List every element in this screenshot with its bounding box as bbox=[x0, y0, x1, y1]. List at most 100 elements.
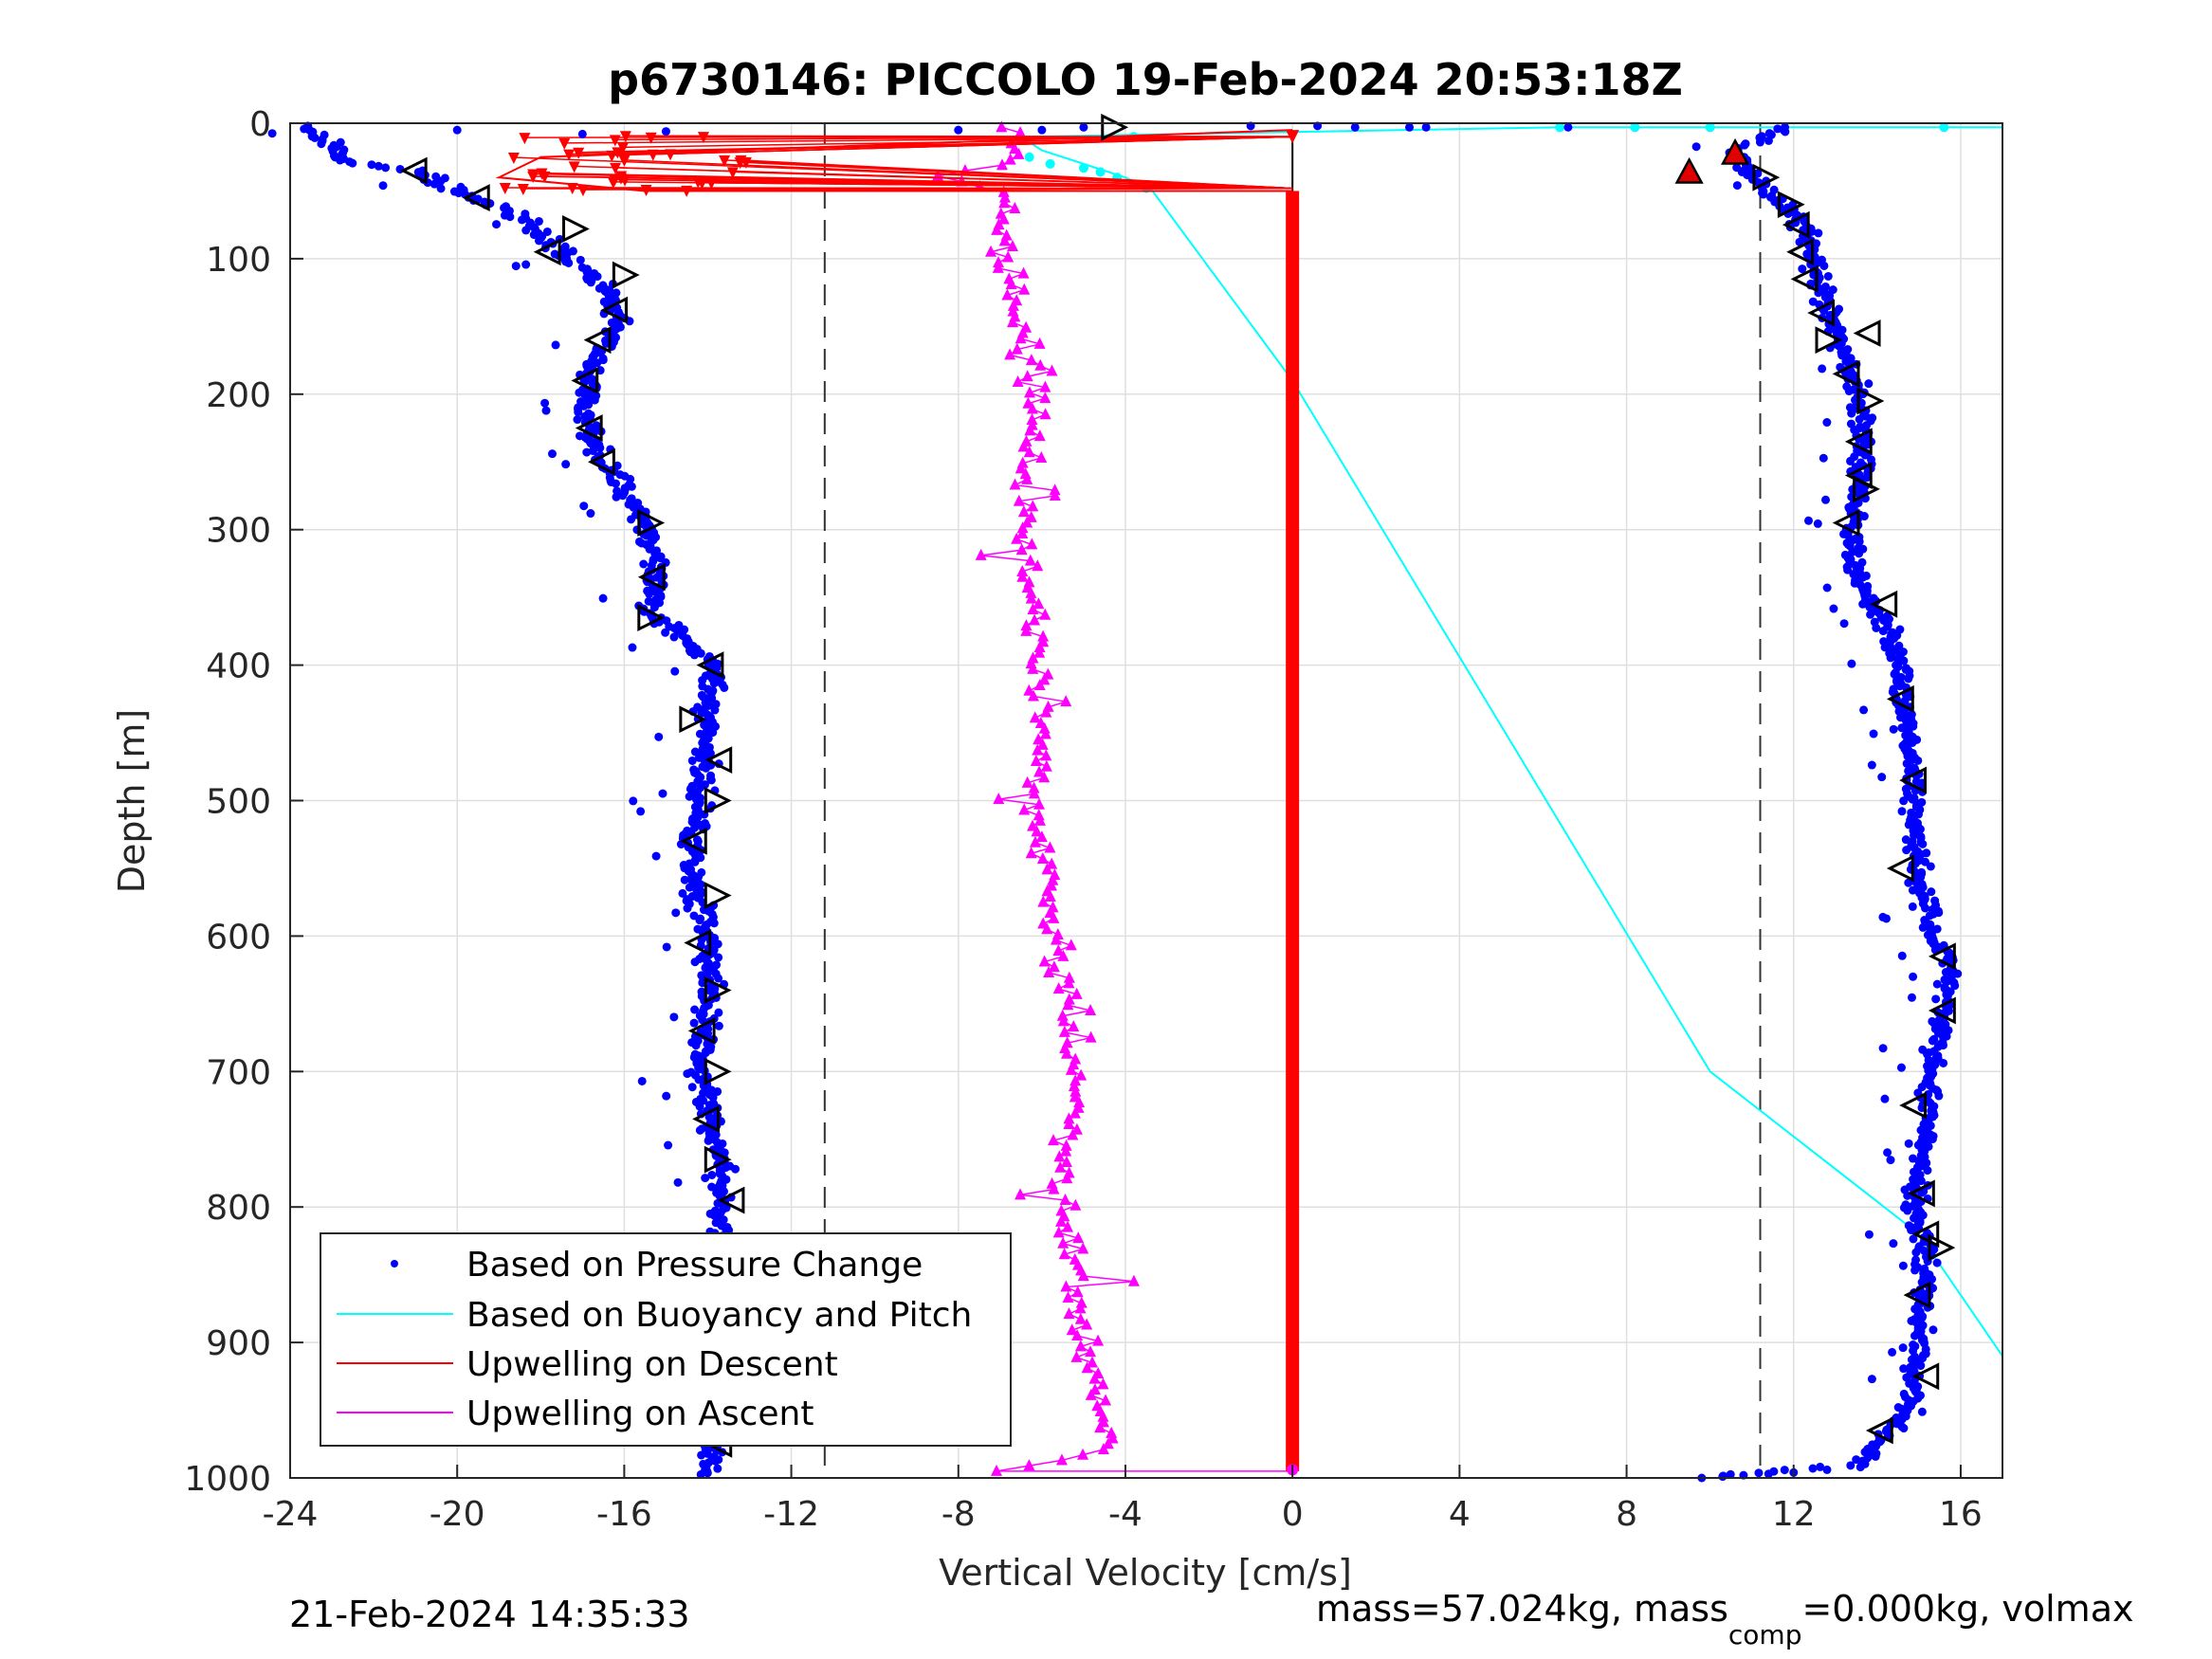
pressure-change-point bbox=[627, 482, 636, 491]
buoyancy-pitch-point bbox=[1705, 122, 1715, 133]
pitch-marker bbox=[684, 929, 712, 957]
ascent-upwelling-marker bbox=[1012, 374, 1024, 387]
pressure-change-point bbox=[1780, 1466, 1789, 1475]
ascent-upwelling-marker bbox=[1033, 429, 1046, 442]
ascent-upwelling-marker bbox=[1023, 575, 1035, 588]
descent-upwelling-marker bbox=[527, 171, 539, 183]
descent-upwelling-marker bbox=[719, 155, 731, 167]
x-tick-label: -4 bbox=[1108, 1495, 1143, 1534]
ascent-upwelling-marker bbox=[1039, 380, 1051, 392]
pressure-change-point bbox=[1932, 979, 1942, 989]
pressure-change-point bbox=[1888, 1347, 1897, 1357]
ascent-upwelling-marker bbox=[1058, 1025, 1070, 1037]
pressure-change-point bbox=[664, 1140, 673, 1150]
ascent-upwelling-marker bbox=[1060, 1139, 1072, 1151]
ascent-upwelling-marker bbox=[993, 256, 1005, 268]
pressure-change-point bbox=[627, 515, 636, 524]
pressure-change-point bbox=[1911, 1248, 1921, 1257]
pressure-change-point bbox=[1823, 271, 1833, 281]
legend-box bbox=[320, 1232, 1012, 1447]
pressure-change-point bbox=[367, 160, 376, 170]
pressure-change-point bbox=[691, 1041, 701, 1050]
ascent-upwelling-marker bbox=[1063, 1166, 1075, 1178]
pressure-change-point bbox=[593, 272, 602, 282]
ascent-upwelling-marker bbox=[1011, 294, 1023, 306]
ascent-upwelling-marker bbox=[1015, 126, 1027, 138]
pressure-change-point bbox=[711, 1456, 721, 1466]
descent-upwelling-marker bbox=[519, 133, 531, 145]
ascent-upwelling-marker bbox=[1069, 1074, 1082, 1086]
ascent-upwelling-marker bbox=[1063, 971, 1075, 983]
pitch-marker bbox=[612, 261, 640, 289]
ascent-upwelling-marker bbox=[1032, 559, 1044, 572]
ascent-upwelling-marker bbox=[1100, 1394, 1112, 1406]
ascent-upwelling-marker bbox=[1016, 564, 1029, 576]
pressure-change-point bbox=[695, 916, 704, 925]
descent-upwelling-marker bbox=[640, 184, 652, 196]
pitch-marker bbox=[704, 787, 732, 814]
ascent-upwelling-marker bbox=[1060, 1280, 1072, 1292]
ascent-upwelling-marker bbox=[1052, 1226, 1065, 1238]
pitch-marker bbox=[1807, 299, 1836, 327]
pressure-change-point bbox=[590, 395, 599, 405]
descent-upwelling-marker bbox=[619, 174, 631, 187]
pressure-change-point bbox=[595, 443, 605, 452]
descent-upwelling-segment bbox=[564, 136, 1293, 144]
pressure-change-point bbox=[374, 161, 383, 171]
ascent-upwelling-marker bbox=[1001, 288, 1014, 301]
pressure-change-point bbox=[492, 220, 502, 229]
pitch-marker bbox=[717, 1186, 745, 1214]
ascent-upwelling-marker bbox=[1000, 228, 1013, 241]
pressure-change-point bbox=[534, 216, 543, 226]
pressure-change-point bbox=[586, 278, 595, 287]
ascent-upwelling-marker bbox=[1065, 939, 1077, 951]
ascent-upwelling-marker bbox=[1033, 733, 1045, 745]
ascent-upwelling-marker bbox=[1030, 755, 1042, 767]
pressure-change-point bbox=[636, 807, 646, 816]
descent-upwelling-segment bbox=[582, 187, 1293, 191]
pressure-change-point bbox=[1883, 1148, 1892, 1158]
pressure-change-point bbox=[551, 340, 560, 350]
ascent-upwelling-marker bbox=[1028, 781, 1040, 793]
pressure-change-point bbox=[1350, 122, 1360, 132]
ascent-upwelling-marker bbox=[1060, 1156, 1072, 1168]
ascent-upwelling-marker bbox=[1075, 1296, 1088, 1308]
pressure-change-point bbox=[1878, 1044, 1888, 1053]
pressure-change-point bbox=[1926, 862, 1935, 871]
pressure-change-point bbox=[695, 1125, 704, 1135]
pressure-change-point bbox=[561, 460, 571, 469]
pressure-change-point bbox=[1909, 972, 1918, 981]
pressure-change-point bbox=[661, 127, 670, 137]
descent-upwelling-marker bbox=[1286, 130, 1300, 144]
pressure-change-point bbox=[1839, 619, 1849, 629]
highlight-marker bbox=[1720, 137, 1750, 165]
pitch-marker bbox=[1832, 359, 1860, 388]
pressure-change-point bbox=[1822, 583, 1832, 592]
pitch-marker bbox=[704, 746, 733, 775]
ascent-upwelling-marker bbox=[1009, 202, 1021, 214]
ascent-upwelling-marker bbox=[1003, 272, 1015, 284]
pressure-change-point bbox=[687, 756, 697, 765]
ascent-upwelling-marker bbox=[1052, 944, 1065, 957]
ascent-upwelling-marker bbox=[1038, 955, 1051, 967]
ascent-upwelling-marker bbox=[1011, 342, 1023, 355]
pitch-marker bbox=[571, 367, 599, 394]
x-tick-label: 8 bbox=[1616, 1495, 1637, 1534]
ascent-upwelling-marker bbox=[1037, 629, 1050, 642]
pressure-change-point bbox=[683, 903, 692, 913]
pressure-change-point bbox=[452, 125, 462, 135]
pressure-change-point bbox=[1878, 627, 1888, 636]
mass-footer-tail: =0.000kg, volmax bbox=[1801, 1588, 2133, 1630]
pressure-change-point bbox=[1764, 136, 1773, 145]
ascent-upwelling-marker bbox=[1069, 1052, 1082, 1065]
pressure-change-point bbox=[1808, 1464, 1818, 1473]
mass-footer-sub: comp bbox=[1728, 1619, 1802, 1650]
pressure-change-point bbox=[661, 628, 670, 637]
ascent-upwelling-marker bbox=[1049, 868, 1061, 881]
pressure-change-point bbox=[1764, 1469, 1773, 1479]
pressure-change-point bbox=[505, 212, 515, 222]
pressure-change-point bbox=[1855, 414, 1864, 424]
pressure-change-point bbox=[1889, 1239, 1898, 1249]
buoyancy-pitch-point bbox=[1045, 158, 1055, 169]
descent-upwelling-marker bbox=[681, 185, 693, 197]
